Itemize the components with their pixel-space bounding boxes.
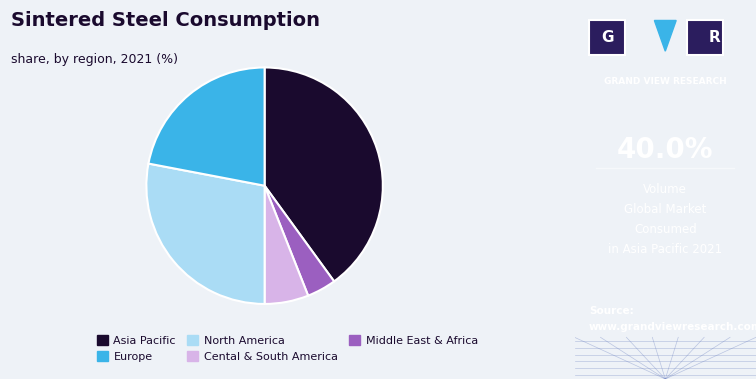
- Text: Sintered Steel Consumption: Sintered Steel Consumption: [11, 11, 321, 30]
- Text: Volume
Global Market
Consumed
in Asia Pacific 2021: Volume Global Market Consumed in Asia Pa…: [609, 183, 722, 256]
- Wedge shape: [147, 164, 265, 304]
- Wedge shape: [265, 186, 334, 296]
- Wedge shape: [148, 67, 265, 186]
- Text: R: R: [708, 30, 720, 45]
- FancyBboxPatch shape: [687, 20, 723, 55]
- Text: Source:
www.grandviewresearch.com: Source: www.grandviewresearch.com: [589, 305, 756, 332]
- FancyBboxPatch shape: [589, 20, 625, 55]
- Text: G: G: [601, 30, 613, 45]
- Wedge shape: [265, 67, 383, 281]
- Polygon shape: [655, 20, 676, 51]
- Legend: Asia Pacific, Europe, North America, Cental & South America, Middle East & Afric: Asia Pacific, Europe, North America, Cen…: [92, 331, 482, 366]
- Text: 40.0%: 40.0%: [617, 136, 714, 163]
- Text: GRAND VIEW RESEARCH: GRAND VIEW RESEARCH: [604, 77, 727, 86]
- Text: share, by region, 2021 (%): share, by region, 2021 (%): [11, 53, 178, 66]
- Wedge shape: [265, 186, 308, 304]
